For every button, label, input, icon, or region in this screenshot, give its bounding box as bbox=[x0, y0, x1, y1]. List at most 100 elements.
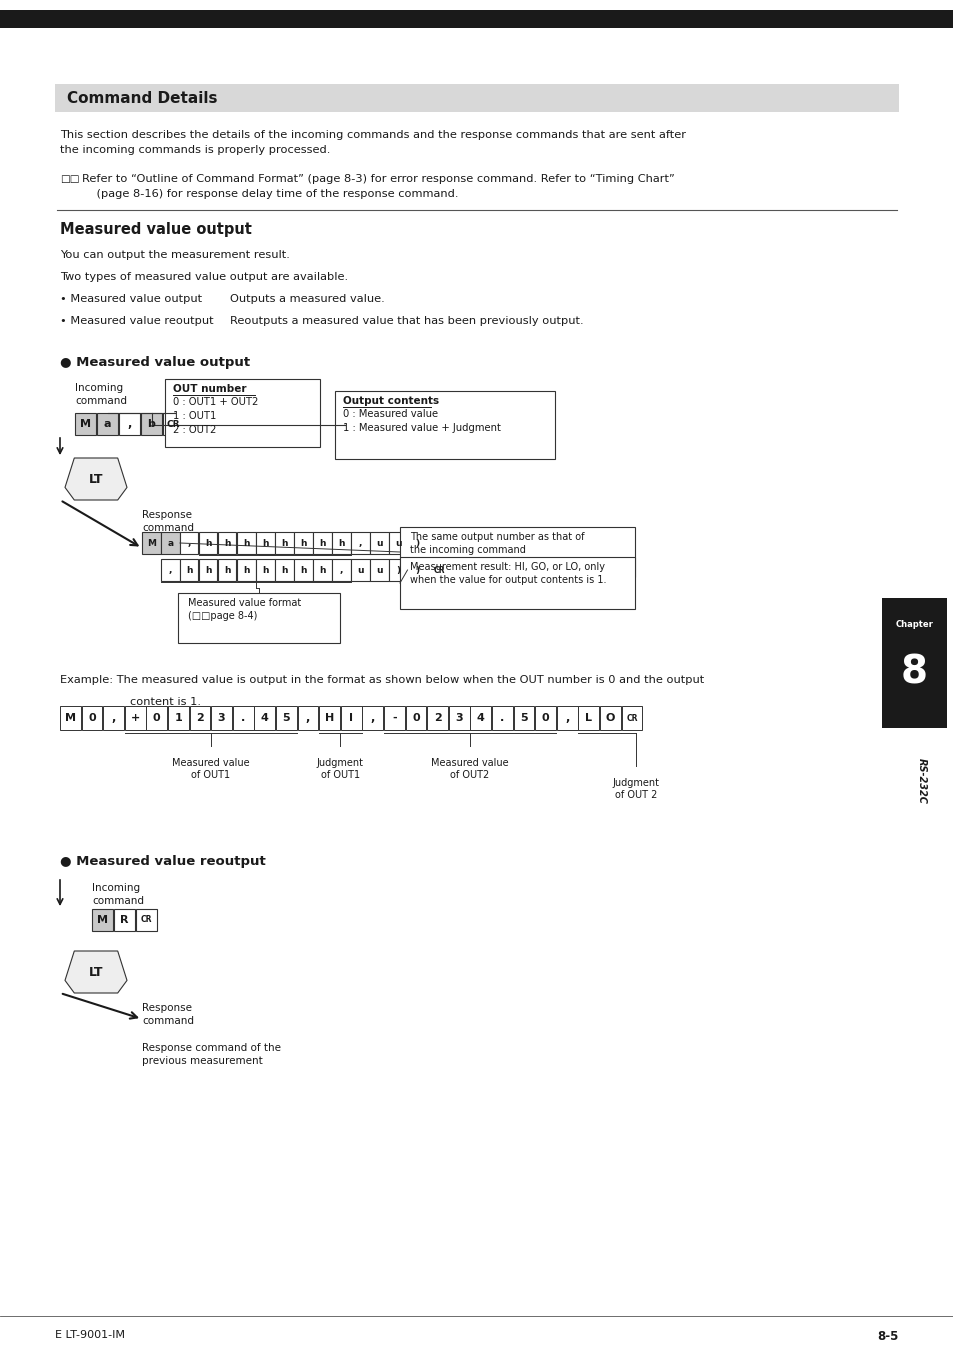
Bar bbox=[408, 532, 426, 554]
Text: h: h bbox=[281, 538, 287, 547]
Text: ,: , bbox=[112, 713, 115, 723]
Bar bbox=[370, 559, 388, 581]
Bar bbox=[351, 559, 369, 581]
Text: u: u bbox=[375, 566, 382, 574]
Text: 2: 2 bbox=[196, 713, 204, 723]
Text: h: h bbox=[318, 566, 325, 574]
Text: M: M bbox=[65, 713, 76, 723]
Bar bbox=[313, 532, 331, 554]
Text: 5: 5 bbox=[282, 713, 290, 723]
Bar bbox=[236, 532, 255, 554]
Bar bbox=[254, 706, 274, 731]
Bar bbox=[274, 559, 294, 581]
Text: • Measured value reoutput: • Measured value reoutput bbox=[60, 315, 213, 326]
Text: Two types of measured value output are available.: Two types of measured value output are a… bbox=[60, 272, 348, 282]
Text: OUT number: OUT number bbox=[172, 384, 246, 394]
Bar bbox=[199, 532, 217, 554]
Text: M: M bbox=[147, 538, 155, 547]
Text: ,: , bbox=[339, 566, 342, 574]
Text: u: u bbox=[356, 566, 363, 574]
Text: R: R bbox=[120, 915, 129, 925]
Text: 4: 4 bbox=[260, 713, 269, 723]
Text: H: H bbox=[325, 713, 334, 723]
Bar bbox=[218, 532, 236, 554]
Text: ,: , bbox=[358, 538, 361, 547]
Text: 5: 5 bbox=[519, 713, 527, 723]
Bar bbox=[557, 706, 577, 731]
Bar bbox=[882, 599, 946, 728]
Text: Output contents: Output contents bbox=[343, 396, 438, 406]
Text: Incoming
command: Incoming command bbox=[75, 383, 127, 406]
Text: E LT-9001-IM: E LT-9001-IM bbox=[55, 1330, 125, 1340]
Text: I: I bbox=[349, 713, 353, 723]
Text: CR: CR bbox=[433, 566, 444, 574]
Bar bbox=[113, 909, 135, 931]
Polygon shape bbox=[65, 458, 127, 500]
Text: Outputs a measured value.: Outputs a measured value. bbox=[230, 294, 384, 305]
Text: u: u bbox=[375, 538, 382, 547]
Bar bbox=[408, 559, 426, 581]
Bar bbox=[82, 706, 102, 731]
Text: ): ) bbox=[415, 566, 419, 574]
Text: The same output number as that of
the incoming command: The same output number as that of the in… bbox=[410, 532, 584, 555]
Text: CR: CR bbox=[625, 713, 638, 723]
Text: h: h bbox=[224, 538, 231, 547]
Bar bbox=[255, 532, 274, 554]
Bar bbox=[180, 532, 198, 554]
Text: 0: 0 bbox=[412, 713, 419, 723]
Bar bbox=[621, 706, 641, 731]
Bar bbox=[535, 706, 556, 731]
Bar bbox=[399, 527, 635, 577]
Text: Response
command: Response command bbox=[142, 510, 193, 534]
Text: h: h bbox=[337, 538, 344, 547]
Bar bbox=[294, 532, 313, 554]
Text: 3: 3 bbox=[217, 713, 225, 723]
Bar bbox=[513, 706, 534, 731]
Text: .: . bbox=[499, 713, 504, 723]
Text: 0: 0 bbox=[152, 713, 160, 723]
Text: 0: 0 bbox=[541, 713, 549, 723]
Text: M: M bbox=[80, 419, 91, 429]
Text: O: O bbox=[605, 713, 615, 723]
Bar bbox=[0, 9, 953, 28]
Text: h: h bbox=[318, 538, 325, 547]
Bar bbox=[190, 706, 211, 731]
Bar bbox=[332, 532, 350, 554]
Text: .: . bbox=[241, 713, 245, 723]
Bar bbox=[370, 532, 388, 554]
Bar bbox=[313, 559, 331, 581]
Bar bbox=[427, 706, 448, 731]
Text: Measurement result: HI, GO, or LO, only
when the value for output contents is 1.: Measurement result: HI, GO, or LO, only … bbox=[410, 562, 606, 585]
Bar bbox=[75, 412, 96, 435]
Text: ● Measured value output: ● Measured value output bbox=[60, 356, 250, 369]
Bar bbox=[199, 559, 217, 581]
Text: CR: CR bbox=[141, 915, 152, 925]
Text: +: + bbox=[131, 713, 140, 723]
Text: Measured value
of OUT1: Measured value of OUT1 bbox=[172, 758, 250, 780]
Text: h: h bbox=[299, 538, 306, 547]
Text: Example: The measured value is output in the format as shown below when the OUT : Example: The measured value is output in… bbox=[60, 675, 703, 685]
Bar bbox=[599, 706, 620, 731]
Bar bbox=[351, 532, 369, 554]
Bar bbox=[578, 706, 598, 731]
Text: h: h bbox=[262, 566, 268, 574]
Text: 2: 2 bbox=[434, 713, 441, 723]
Text: -: - bbox=[392, 713, 396, 723]
Bar bbox=[91, 909, 112, 931]
Text: 0: 0 bbox=[88, 713, 95, 723]
Bar bbox=[275, 706, 296, 731]
Text: h: h bbox=[186, 566, 193, 574]
Text: Reoutputs a measured value that has been previously output.: Reoutputs a measured value that has been… bbox=[230, 315, 583, 326]
Text: h: h bbox=[205, 566, 212, 574]
Text: h: h bbox=[243, 538, 250, 547]
Text: 0 : Measured value
1 : Measured value + Judgment: 0 : Measured value 1 : Measured value + … bbox=[343, 408, 500, 433]
Text: ,: , bbox=[188, 538, 191, 547]
Text: □□: □□ bbox=[60, 174, 79, 183]
Bar bbox=[180, 559, 198, 581]
Text: Response command of the
previous measurement: Response command of the previous measure… bbox=[142, 1043, 281, 1066]
Text: 8-5: 8-5 bbox=[877, 1330, 898, 1343]
Text: 3: 3 bbox=[455, 713, 462, 723]
Bar bbox=[274, 532, 294, 554]
Bar bbox=[146, 706, 167, 731]
Bar bbox=[297, 706, 318, 731]
